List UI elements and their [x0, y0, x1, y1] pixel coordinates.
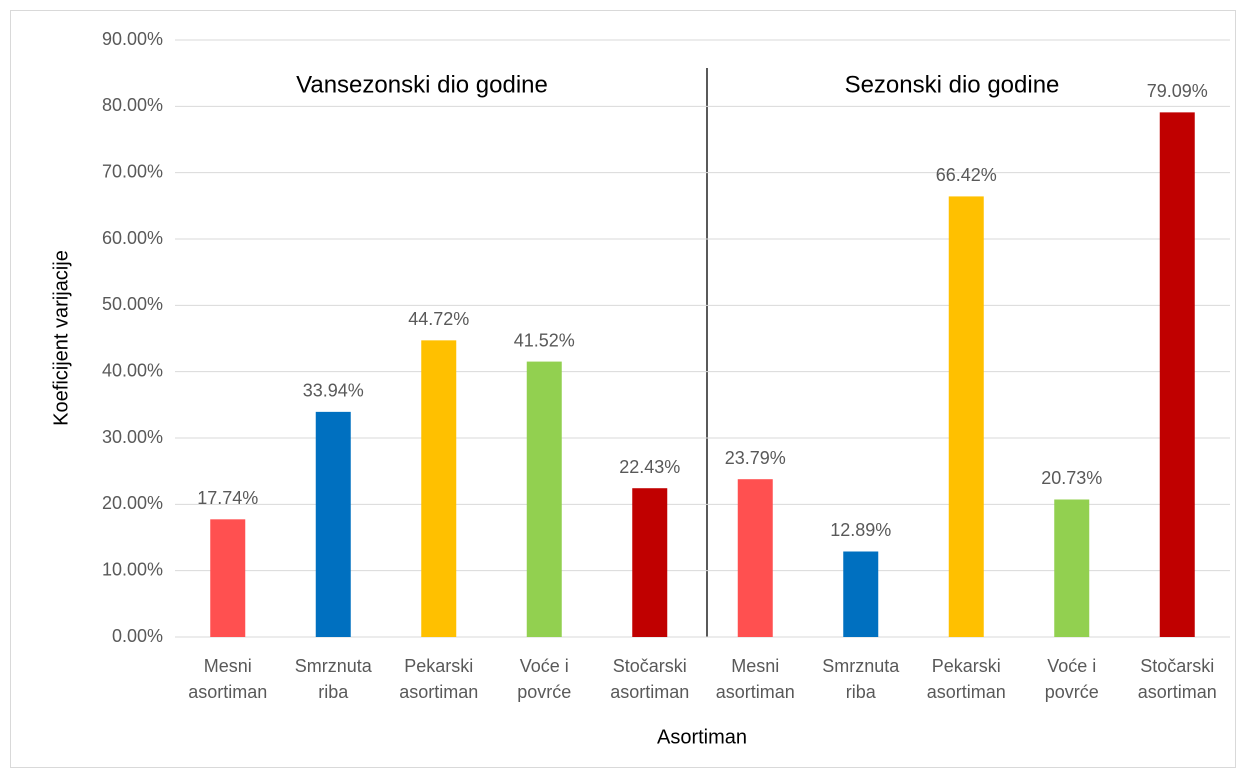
x-tick-label: asortiman: [610, 682, 689, 702]
data-label: 12.89%: [830, 520, 891, 540]
data-label: 17.74%: [197, 488, 258, 508]
x-tick-label: riba: [846, 682, 877, 702]
x-tick-label: asortiman: [1138, 682, 1217, 702]
x-tick-label: asortiman: [716, 682, 795, 702]
data-label: 66.42%: [936, 165, 997, 185]
y-axis-title: Koeficijent varijacije: [50, 250, 72, 426]
y-tick-label: 30.00%: [102, 427, 163, 447]
y-tick-label: 90.00%: [102, 29, 163, 49]
annotation: Sezonski dio godine: [845, 71, 1060, 98]
data-label: 44.72%: [408, 309, 469, 329]
x-tick-label: asortiman: [188, 682, 267, 702]
data-label: 22.43%: [619, 457, 680, 477]
y-tick-label: 60.00%: [102, 228, 163, 248]
x-tick-label: Stočarski: [1140, 656, 1214, 676]
data-label: 79.09%: [1147, 81, 1208, 101]
y-tick-label: 40.00%: [102, 360, 163, 380]
bar: [843, 551, 879, 637]
y-tick-label: 10.00%: [102, 559, 163, 579]
x-tick-label: asortiman: [399, 682, 478, 702]
y-tick-label: 80.00%: [102, 95, 163, 115]
y-tick-label: 50.00%: [102, 294, 163, 314]
y-tick-label: 70.00%: [102, 161, 163, 181]
x-tick-label: Smrznuta: [822, 656, 900, 676]
bar: [632, 488, 668, 637]
y-tick-label: 0.00%: [112, 626, 163, 646]
x-tick-label: povrće: [517, 682, 571, 702]
bar: [421, 340, 457, 637]
bar: [1054, 499, 1090, 637]
x-axis-title: Asortiman: [657, 726, 747, 748]
bar: [1159, 112, 1195, 637]
bar: [526, 361, 562, 637]
chart-border: [10, 10, 1236, 768]
x-tick-label: riba: [318, 682, 349, 702]
x-tick-label: Smrznuta: [295, 656, 373, 676]
data-label: 41.52%: [514, 330, 575, 350]
x-tick-label: Mesni: [731, 656, 779, 676]
x-tick-label: Voće i: [1047, 656, 1096, 676]
bar: [737, 479, 773, 637]
x-tick-label: asortiman: [927, 682, 1006, 702]
x-tick-label: Voće i: [520, 656, 569, 676]
data-label: 23.79%: [725, 448, 786, 468]
data-label: 20.73%: [1041, 468, 1102, 488]
x-tick-label: Mesni: [204, 656, 252, 676]
y-tick-label: 20.00%: [102, 493, 163, 513]
x-tick-label: Stočarski: [613, 656, 687, 676]
x-tick-label: Pekarski: [932, 656, 1001, 676]
x-tick-label: povrće: [1045, 682, 1099, 702]
bar: [315, 411, 351, 637]
bar: [948, 196, 984, 637]
data-label: 33.94%: [303, 381, 364, 401]
x-tick-label: Pekarski: [404, 656, 473, 676]
annotation: Vansezonski dio godine: [296, 71, 548, 98]
bar: [210, 519, 246, 637]
